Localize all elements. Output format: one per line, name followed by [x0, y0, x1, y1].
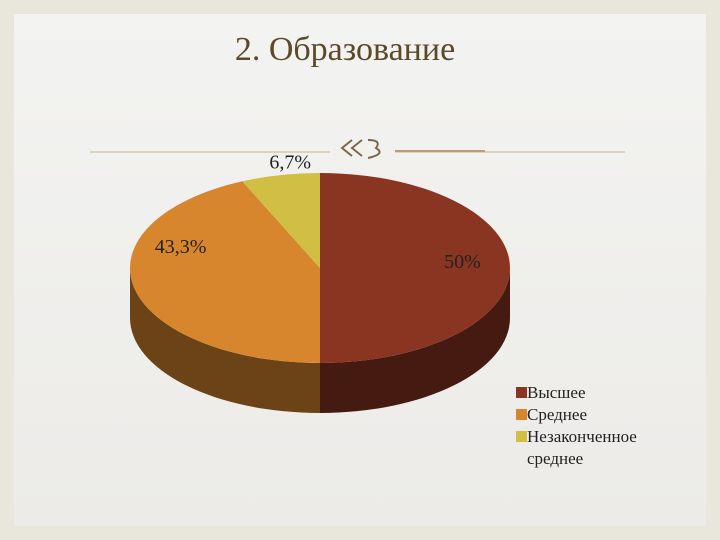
slice-side [130, 268, 320, 413]
data-label: 43,3% [155, 236, 207, 258]
slice [320, 173, 510, 363]
legend-label: Незаконченное среднее [527, 427, 637, 468]
legend-label: Среднее [527, 405, 587, 424]
slice-side [320, 268, 510, 413]
legend-swatch [516, 409, 527, 420]
slice [130, 181, 320, 363]
legend-item: Высшее [516, 382, 676, 404]
chart-title: 2. Образование [235, 31, 455, 68]
ornament [340, 139, 381, 159]
legend-swatch [516, 431, 527, 442]
legend-item: Незаконченное среднее [516, 426, 676, 470]
data-label: 50% [444, 251, 481, 273]
slice [242, 173, 320, 268]
legend-label: Высшее [527, 383, 586, 402]
legend-swatch [516, 387, 527, 398]
legend-item: Среднее [516, 404, 676, 426]
data-label: 6,7% [269, 151, 311, 173]
legend: Высшее Среднее Незаконченное среднее [516, 382, 676, 470]
